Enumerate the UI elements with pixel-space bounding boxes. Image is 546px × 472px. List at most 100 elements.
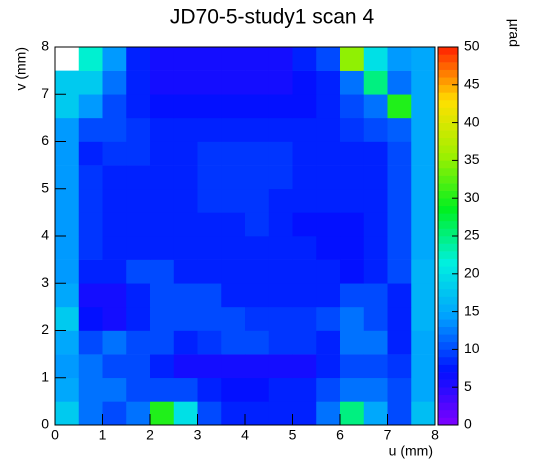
heat-cell bbox=[268, 70, 293, 95]
z-axis-label: µrad bbox=[506, 19, 522, 47]
heat-cell bbox=[150, 165, 175, 190]
colorbar-step bbox=[438, 258, 458, 267]
heat-cell bbox=[340, 47, 365, 71]
colorbar-step bbox=[438, 99, 458, 108]
heat-cell bbox=[78, 236, 103, 260]
heat-cell bbox=[292, 377, 317, 402]
heat-cell bbox=[245, 117, 270, 142]
heat-cell bbox=[150, 354, 175, 379]
heat-cell bbox=[102, 117, 127, 142]
z-tick-label: 30 bbox=[464, 189, 480, 205]
heat-cell bbox=[221, 306, 246, 331]
colorbar-step bbox=[438, 319, 458, 328]
heat-cell bbox=[245, 141, 270, 166]
y-tick-label: 7 bbox=[41, 85, 49, 101]
heat-cell bbox=[197, 117, 222, 142]
colorbar-step bbox=[438, 77, 458, 86]
heat-cell bbox=[150, 401, 175, 426]
colorbar-step bbox=[438, 349, 458, 358]
z-tick-label: 35 bbox=[464, 151, 480, 167]
heat-cell bbox=[78, 188, 103, 213]
heat-cell bbox=[221, 377, 246, 402]
heat-cell bbox=[316, 94, 341, 119]
heat-cell bbox=[268, 259, 293, 284]
heat-cell bbox=[363, 259, 388, 284]
heat-cell bbox=[387, 70, 412, 95]
heat-cell bbox=[197, 94, 222, 119]
colorbar-step bbox=[438, 228, 458, 237]
colorbar-step bbox=[438, 92, 458, 101]
heat-cell bbox=[411, 47, 436, 71]
heat-cell bbox=[292, 236, 317, 260]
heat-cell bbox=[316, 165, 341, 190]
heat-cell bbox=[316, 401, 341, 426]
heat-cell bbox=[268, 117, 293, 142]
colorbar-step bbox=[438, 409, 458, 418]
heat-cell bbox=[221, 212, 246, 237]
heat-cell bbox=[78, 283, 103, 308]
heat-cell bbox=[55, 188, 80, 213]
heat-cell bbox=[221, 165, 246, 190]
heat-cell bbox=[150, 47, 175, 71]
heat-cell bbox=[78, 70, 103, 95]
heat-cell bbox=[197, 236, 222, 260]
heat-cell bbox=[245, 94, 270, 119]
z-tick-label: 15 bbox=[464, 302, 480, 318]
heat-cell bbox=[173, 330, 198, 355]
heat-cell bbox=[173, 401, 198, 426]
colorbar-step bbox=[438, 145, 458, 154]
heat-cell bbox=[363, 306, 388, 331]
chart-title: JD70-5-study1 scan 4 bbox=[170, 6, 375, 29]
heat-cell bbox=[387, 165, 412, 190]
heat-cell bbox=[316, 259, 341, 284]
heat-cell bbox=[245, 212, 270, 237]
heat-cell bbox=[173, 236, 198, 260]
heat-cell bbox=[150, 117, 175, 142]
x-tick-label: 0 bbox=[51, 427, 59, 443]
heat-cell bbox=[102, 354, 127, 379]
heat-cell bbox=[245, 259, 270, 284]
colorbar-step bbox=[438, 281, 458, 290]
heat-cell bbox=[102, 283, 127, 308]
heat-cell bbox=[387, 47, 412, 71]
heat-cell bbox=[126, 117, 151, 142]
heat-cell bbox=[387, 141, 412, 166]
heat-cell bbox=[363, 377, 388, 402]
heat-cell bbox=[102, 47, 127, 71]
heat-cell bbox=[150, 188, 175, 213]
heat-cell bbox=[268, 377, 293, 402]
heat-cell bbox=[363, 236, 388, 260]
heat-cell bbox=[245, 330, 270, 355]
heat-cell bbox=[221, 259, 246, 284]
heat-cell bbox=[221, 117, 246, 142]
heat-cell bbox=[197, 165, 222, 190]
heat-cell bbox=[150, 283, 175, 308]
colorbar-step bbox=[438, 311, 458, 320]
heat-cell bbox=[411, 354, 436, 379]
heat-cell bbox=[340, 354, 365, 379]
heat-cell bbox=[221, 47, 246, 71]
heat-cell bbox=[387, 283, 412, 308]
colorbar-step bbox=[438, 236, 458, 244]
colorbar-step bbox=[438, 137, 458, 146]
colorbar-step bbox=[438, 372, 458, 380]
heat-cell bbox=[292, 188, 317, 213]
colorbar-step bbox=[438, 54, 458, 63]
heat-cell bbox=[197, 188, 222, 213]
heat-cell bbox=[411, 259, 436, 284]
heat-cell bbox=[78, 401, 103, 426]
heat-cell bbox=[221, 354, 246, 379]
heat-cell bbox=[126, 354, 151, 379]
heat-cell bbox=[55, 306, 80, 331]
heat-cell bbox=[197, 259, 222, 284]
heat-cell bbox=[268, 94, 293, 119]
colorbar-step bbox=[438, 251, 458, 259]
heat-cell bbox=[126, 70, 151, 95]
heat-cell bbox=[363, 330, 388, 355]
heat-cell bbox=[126, 141, 151, 166]
z-tick-label: 5 bbox=[464, 378, 472, 394]
heat-cell bbox=[268, 212, 293, 237]
heat-cell bbox=[316, 70, 341, 95]
colorbar-step bbox=[438, 183, 458, 191]
heat-cell bbox=[387, 377, 412, 402]
